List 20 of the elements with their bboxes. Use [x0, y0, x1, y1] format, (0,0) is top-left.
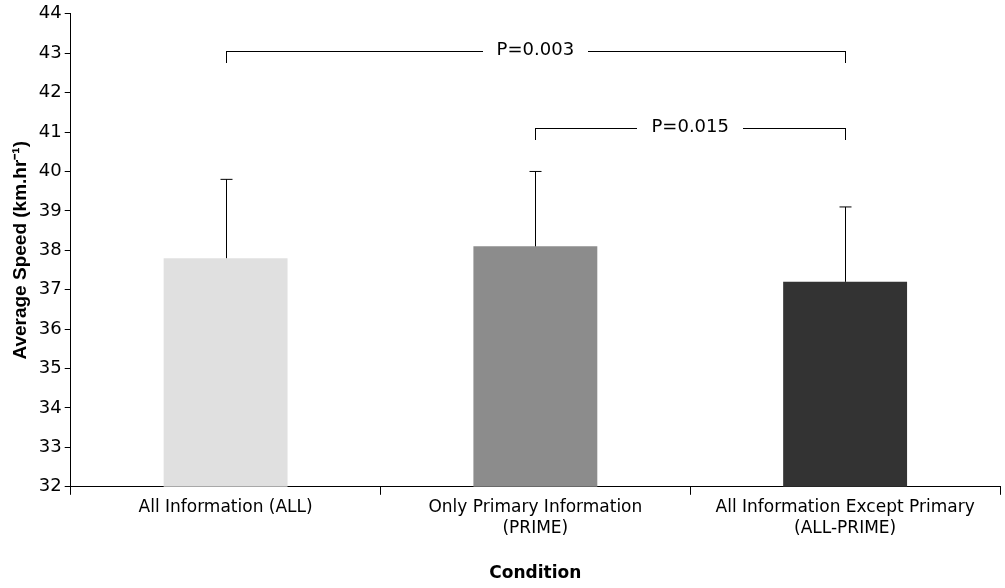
y-tick-label: 36	[38, 316, 62, 338]
y-tick-label: 39	[38, 198, 62, 220]
y-tick-label: 38	[38, 237, 62, 259]
y-tick-label: 34	[38, 395, 62, 417]
x-tick-label: All Information (ALL)	[138, 496, 313, 517]
y-tick-label: 41	[38, 119, 62, 141]
y-tick-label: 33	[38, 435, 62, 457]
y-tick-label: 44	[38, 1, 62, 23]
y-tick-label: 42	[38, 80, 62, 102]
annotation: P=0.003	[496, 38, 575, 60]
y-tick-label: 43	[38, 40, 62, 62]
x-tick-label: All Information Except Primary (ALL-PRIME)	[715, 496, 975, 537]
y-tick-label: 37	[38, 277, 62, 299]
y-tick-label: 35	[38, 356, 62, 378]
y-tick-label: 40	[38, 159, 62, 181]
annotation: P=0.015	[651, 115, 729, 137]
x-axis-title: Condition	[489, 562, 582, 583]
y-axis-title: Average Speed (km.hr⁻¹)	[8, 141, 30, 360]
y-tick-label: 32	[38, 474, 62, 496]
x-tick-label: Only Primary Information (PRIME)	[428, 496, 643, 537]
